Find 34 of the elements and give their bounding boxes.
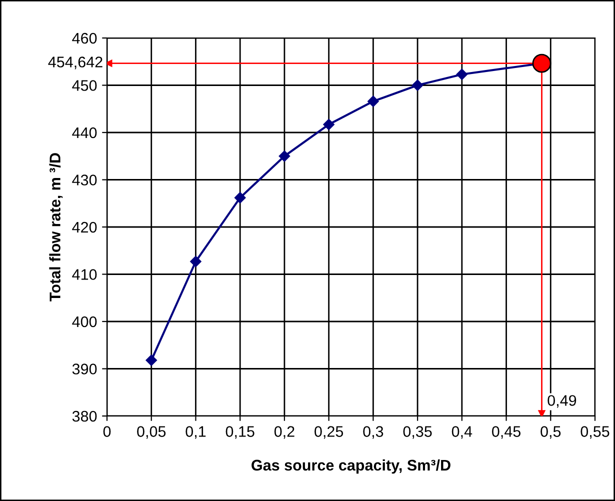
point — [368, 96, 379, 107]
y-tick-label: 400 — [72, 316, 97, 328]
x-tick-label: 0,4 — [452, 426, 472, 439]
y-tick-label: 420 — [72, 222, 97, 233]
x-tick-label: 0,35 — [403, 426, 432, 439]
point — [278, 150, 290, 162]
x-tick-label: 0,5 — [540, 426, 561, 439]
x-axis-title: Gas source capacity, Sm³/D — [252, 459, 450, 474]
x-tick-label: 0,05 — [137, 426, 166, 439]
y-tick-label: 460 — [72, 32, 97, 44]
point — [190, 256, 202, 268]
x-tick-label: 0,45 — [492, 426, 520, 439]
y-tick-label: 390 — [72, 364, 97, 374]
y-tick-label: 380 — [72, 410, 97, 422]
y-axis-title: Total flow rate, m ³/D — [49, 153, 63, 302]
x-tick-label: 0,2 — [274, 426, 294, 439]
point — [234, 192, 246, 204]
x-tick-label: 0,25 — [314, 426, 344, 439]
point — [456, 68, 468, 80]
y-tick-label: 440 — [72, 127, 97, 138]
y-tick-label: 450 — [72, 80, 97, 91]
x-tick-label: 0,3 — [363, 426, 384, 439]
ref-line-label: 454,642 — [48, 56, 102, 70]
y-tick-label: 430 — [72, 174, 97, 186]
x-tick-label: 0 — [103, 426, 111, 437]
x-tick-label: 0,1 — [186, 426, 206, 439]
point — [146, 354, 157, 366]
y-tick-label: 410 — [72, 269, 97, 280]
x-tick-label: 0,15 — [226, 426, 254, 439]
point — [412, 80, 424, 91]
point — [532, 54, 552, 73]
ref-line-label: 0,49 — [548, 395, 576, 408]
point — [323, 118, 334, 130]
x-tick-label: 0,55 — [580, 426, 610, 439]
